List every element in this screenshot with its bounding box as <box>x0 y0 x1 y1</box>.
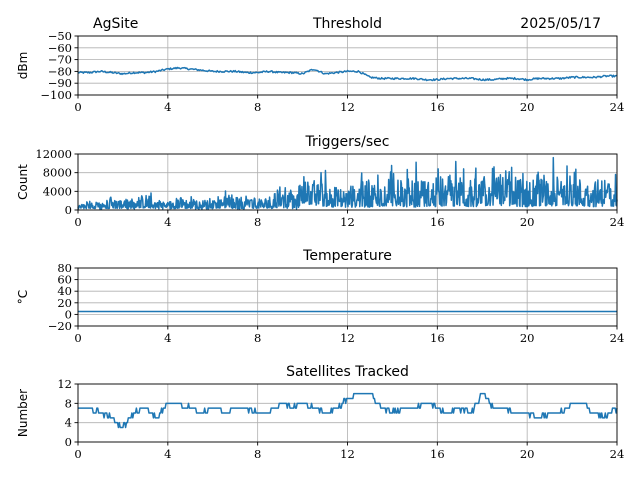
y-axis-label: °C <box>16 290 30 304</box>
y-tick-label: 12000 <box>35 147 72 161</box>
series-line <box>77 66 618 82</box>
x-tick-label: 8 <box>254 100 261 114</box>
series-line <box>77 156 618 210</box>
y-tick-label: 40 <box>57 284 72 298</box>
x-tick-label: 20 <box>520 215 535 229</box>
y-axis-label: Number <box>16 389 30 437</box>
y-tick-label: −60 <box>48 41 72 55</box>
chart-title: Threshold <box>312 16 382 32</box>
y-tick-label: −80 <box>48 64 72 78</box>
y-tick-label: 0 <box>65 435 72 449</box>
x-tick-label: 12 <box>340 215 355 229</box>
x-tick-label: 16 <box>430 331 445 345</box>
report-date: 2025/05/17 <box>520 16 601 32</box>
chart-title: Satellites Tracked <box>286 364 409 380</box>
chart-panel-1: Threshold 0 4 8 12 16 20 24 −100−90−80−70−60−50 d… <box>16 16 624 114</box>
x-tick-label: 0 <box>74 215 81 229</box>
x-tick-label: 8 <box>254 215 261 229</box>
x-tick-label: 8 <box>254 447 261 461</box>
site-name: AgSite <box>93 16 138 32</box>
x-tick-label: 4 <box>164 447 171 461</box>
y-tick-label: 4000 <box>43 184 72 198</box>
x-tick-label: 0 <box>74 100 81 114</box>
y-tick-label: 0 <box>65 307 72 321</box>
y-tick-label: 0 <box>65 203 72 217</box>
series-line <box>78 392 618 429</box>
x-tick-label: 20 <box>520 447 535 461</box>
chart-panels: Threshold 0 4 8 12 16 20 24 −100−90−80−70−60−50 d… <box>16 16 624 461</box>
y-tick-label: −70 <box>48 53 72 67</box>
x-tick-label: 12 <box>340 331 355 345</box>
chart-title: Temperature <box>302 248 392 264</box>
y-tick-label: 60 <box>57 273 72 287</box>
y-tick-label: −50 <box>48 29 72 43</box>
x-tick-label: 24 <box>610 331 625 345</box>
x-tick-label: 24 <box>610 215 625 229</box>
x-tick-label: 24 <box>610 100 625 114</box>
chart-panel-4: Satellites Tracked 0 4 8 12 16 20 24 0 4 8 12 Number <box>16 364 624 461</box>
x-tick-label: 20 <box>520 100 535 114</box>
x-tick-label: 8 <box>254 331 261 345</box>
y-tick-label: 80 <box>57 261 72 275</box>
x-tick-label: 12 <box>340 447 355 461</box>
y-tick-label: 4 <box>65 416 72 430</box>
x-tick-label: 0 <box>74 331 81 345</box>
y-tick-label: −90 <box>48 76 72 90</box>
x-tick-label: 16 <box>430 447 445 461</box>
x-tick-label: 0 <box>74 447 81 461</box>
x-tick-label: 16 <box>430 100 445 114</box>
y-tick-label: 8000 <box>43 166 72 180</box>
y-tick-label: 12 <box>57 377 72 391</box>
x-tick-label: 20 <box>520 331 535 345</box>
y-tick-label: −100 <box>40 88 72 102</box>
x-tick-label: 24 <box>610 447 625 461</box>
y-tick-label: −20 <box>48 319 72 333</box>
chart-title: Triggers/sec <box>305 134 390 150</box>
x-tick-label: 12 <box>340 100 355 114</box>
y-tick-label: 8 <box>65 396 72 410</box>
chart-panel-2: Triggers/sec 0 4 8 12 16 20 24 0 4000 8000 12000 Cou… <box>16 134 624 229</box>
x-tick-label: 16 <box>430 215 445 229</box>
x-tick-label: 4 <box>164 100 171 114</box>
y-tick-label: 20 <box>57 296 72 310</box>
x-tick-label: 4 <box>164 331 171 345</box>
y-axis-label: dBm <box>16 52 30 80</box>
y-axis-label: Count <box>16 164 30 200</box>
x-tick-label: 4 <box>164 215 171 229</box>
